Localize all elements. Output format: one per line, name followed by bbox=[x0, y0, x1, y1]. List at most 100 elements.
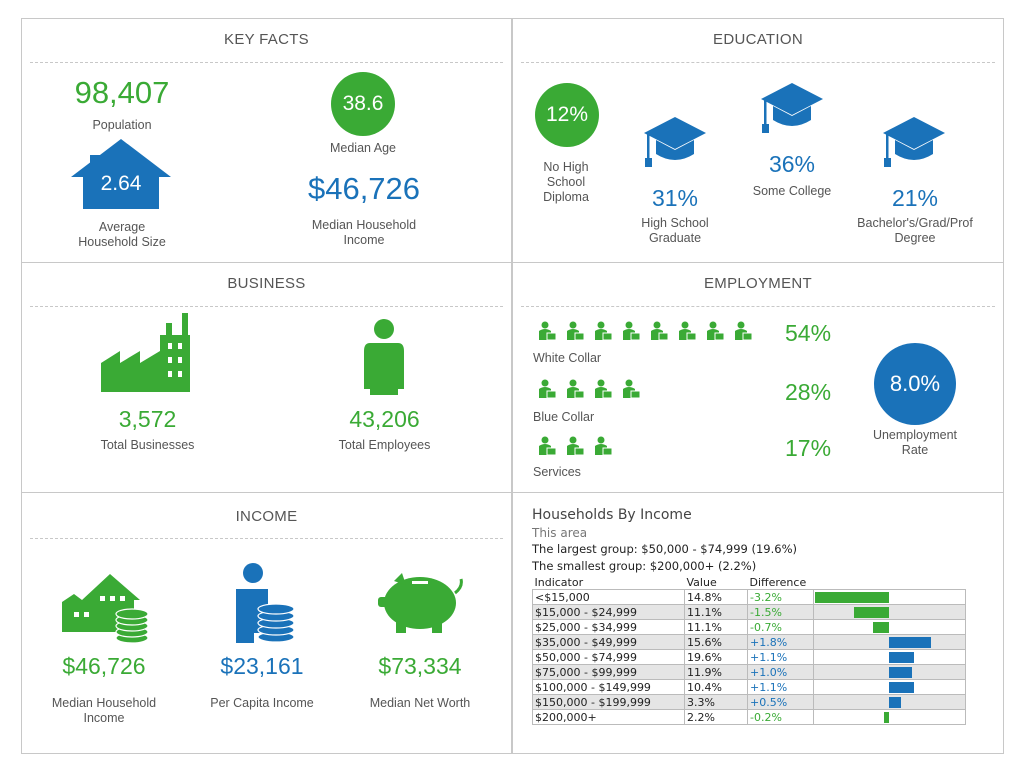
no-diploma-label: No High School Diploma bbox=[543, 160, 589, 204]
population-label: Population bbox=[92, 118, 152, 132]
value-cell: 10.4% bbox=[684, 679, 748, 695]
median-income-value: $46,726 bbox=[307, 171, 421, 206]
factory-icon bbox=[101, 313, 190, 392]
difference-cell: +1.0% bbox=[747, 664, 814, 680]
difference-bar bbox=[889, 697, 901, 708]
difference-cell: +1.1% bbox=[747, 679, 814, 695]
per-capita-income-label: Per Capita Income bbox=[210, 696, 314, 710]
business-title: BUSINESS bbox=[227, 275, 306, 292]
divider bbox=[30, 62, 503, 63]
worker-icon bbox=[567, 379, 585, 399]
total-employees-label: Total Employees bbox=[338, 438, 431, 452]
education-panel: EDUCATION 12% No High School Diploma 31%… bbox=[512, 18, 1004, 263]
worker-icon bbox=[539, 321, 557, 341]
bachelors-value: 21% bbox=[891, 185, 939, 211]
value-cell: 15.6% bbox=[684, 634, 748, 650]
bachelors-label: Bachelor's/Grad/Prof Degree bbox=[857, 216, 973, 245]
income-title: INCOME bbox=[235, 508, 298, 525]
worker-icon bbox=[623, 379, 641, 399]
graduation-cap-icon bbox=[761, 83, 823, 133]
value-cell: 14.8% bbox=[684, 589, 748, 605]
divider bbox=[30, 306, 503, 307]
value-cell: 11.9% bbox=[684, 664, 748, 680]
value-cell: 11.1% bbox=[684, 604, 748, 620]
indicator-cell: $50,000 - $74,999 bbox=[532, 649, 685, 665]
difference-cell: +1.1% bbox=[747, 649, 814, 665]
difference-cell: -0.2% bbox=[747, 709, 814, 725]
difference-bar-cell bbox=[813, 604, 966, 620]
median-household-income-label: Median Household Income bbox=[51, 696, 157, 725]
households-subtitle: This area bbox=[532, 526, 588, 540]
difference-bar bbox=[815, 592, 889, 603]
worker-icon bbox=[623, 321, 641, 341]
unemployment-label: Unemployment Rate bbox=[872, 428, 958, 457]
households-panel: Households By Income This area The large… bbox=[512, 492, 1004, 754]
difference-bar-cell bbox=[813, 649, 966, 665]
indicator-cell: $25,000 - $34,999 bbox=[532, 619, 685, 635]
employment-panel: EMPLOYMENT White Collar 54% Blue Collar … bbox=[512, 262, 1004, 493]
difference-cell: -1.5% bbox=[747, 604, 814, 620]
median-net-worth-label: Median Net Worth bbox=[369, 696, 471, 710]
indicator-cell: $100,000 - $149,999 bbox=[532, 679, 685, 695]
divider bbox=[30, 538, 503, 539]
some-college-label: Some College bbox=[752, 184, 832, 198]
worker-icon bbox=[595, 321, 613, 341]
business-panel: BUSINESS 3,572 Total Businesses 43,206 T… bbox=[21, 262, 512, 493]
household-size-value: 2.64 bbox=[100, 172, 142, 195]
white-collar-icons bbox=[537, 321, 761, 346]
divider bbox=[521, 306, 995, 307]
table-row: $50,000 - $74,999 19.6% +1.1% bbox=[532, 649, 966, 665]
difference-bar bbox=[884, 712, 889, 723]
hs-graduate-value: 31% bbox=[651, 185, 699, 211]
indicator-cell: $75,000 - $99,999 bbox=[532, 664, 685, 680]
total-employees-value: 43,206 bbox=[349, 406, 420, 432]
difference-bar bbox=[889, 667, 913, 678]
difference-bar bbox=[889, 637, 931, 648]
value-cell: 3.3% bbox=[684, 694, 748, 710]
table-row: $35,000 - $49,999 15.6% +1.8% bbox=[532, 634, 966, 650]
white-collar-label: White Collar bbox=[533, 351, 602, 365]
education-title: EDUCATION bbox=[713, 31, 803, 48]
graduation-cap-icon bbox=[644, 117, 706, 167]
piggy-bank-icon bbox=[378, 573, 463, 633]
worker-icon bbox=[651, 321, 669, 341]
worker-icon bbox=[567, 321, 585, 341]
indicator-cell: $15,000 - $24,999 bbox=[532, 604, 685, 620]
graduation-cap-icon bbox=[883, 117, 945, 167]
median-net-worth-value: $73,334 bbox=[378, 653, 462, 679]
difference-bar-cell bbox=[813, 634, 966, 650]
largest-group: The largest group: $50,000 - $74,999 (19… bbox=[532, 542, 798, 556]
services-value: 17% bbox=[785, 435, 832, 461]
difference-bar bbox=[854, 607, 889, 618]
worker-icon bbox=[707, 321, 725, 341]
worker-icon bbox=[595, 436, 613, 456]
difference-cell: -3.2% bbox=[747, 589, 814, 605]
some-college-value: 36% bbox=[768, 151, 816, 177]
employment-title: EMPLOYMENT bbox=[703, 275, 812, 292]
value-cell: 11.1% bbox=[684, 619, 748, 635]
key-facts-title: KEY FACTS bbox=[224, 31, 309, 48]
column-header-indicator: Indicator bbox=[534, 575, 584, 589]
no-diploma-circle: 12% bbox=[535, 83, 599, 147]
column-header-value: Value bbox=[686, 575, 717, 589]
worker-icon bbox=[539, 379, 557, 399]
difference-bar bbox=[889, 682, 915, 693]
worker-icon bbox=[539, 436, 557, 456]
services-label: Services bbox=[533, 465, 581, 479]
difference-cell: +0.5% bbox=[747, 694, 814, 710]
median-age-label: Median Age bbox=[329, 141, 397, 155]
table-row: $200,000+ 2.2% -0.2% bbox=[532, 709, 966, 725]
table-row: $25,000 - $34,999 11.1% -0.7% bbox=[532, 619, 966, 635]
no-diploma-value: 12% bbox=[545, 103, 589, 126]
table-row: <$15,000 14.8% -3.2% bbox=[532, 589, 966, 605]
median-household-income-value: $46,726 bbox=[62, 653, 146, 679]
total-businesses-value: 3,572 bbox=[118, 406, 177, 432]
population-value: 98,407 bbox=[74, 75, 170, 110]
blue-collar-icons bbox=[537, 379, 649, 404]
table-row: $75,000 - $99,999 11.9% +1.0% bbox=[532, 664, 966, 680]
median-age-value: 38.6 bbox=[342, 92, 384, 115]
hs-graduate-label: High School Graduate bbox=[641, 216, 709, 245]
unemployment-value: 8.0% bbox=[889, 371, 941, 396]
white-collar-value: 54% bbox=[785, 320, 832, 346]
divider bbox=[521, 62, 995, 63]
